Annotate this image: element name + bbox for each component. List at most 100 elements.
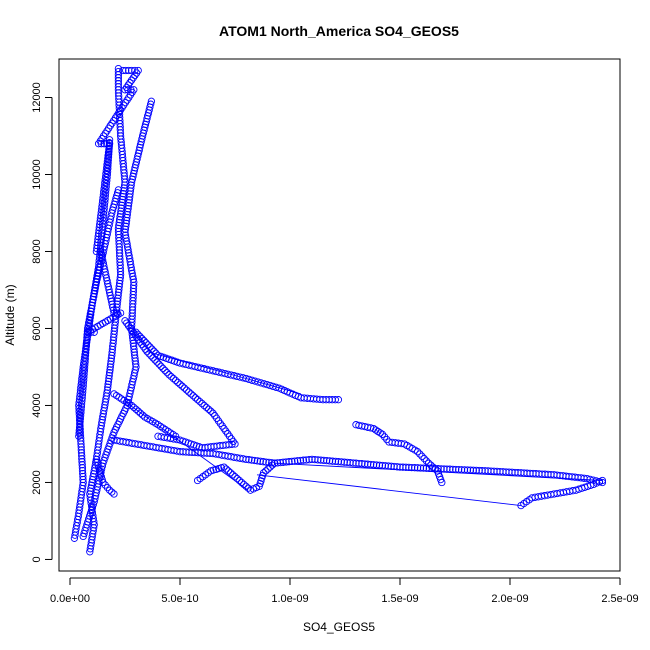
data-point: [264, 465, 272, 473]
data-point: [134, 407, 142, 415]
data-point: [131, 366, 139, 374]
data-point: [390, 462, 398, 471]
connector-line: [256, 474, 522, 507]
data-point: [343, 458, 351, 467]
data-point: [99, 478, 107, 487]
data-point: [369, 461, 378, 469]
data-point: [98, 475, 106, 484]
data-point: [75, 432, 83, 440]
data-point: [204, 405, 213, 413]
data-point: [174, 378, 182, 387]
data-point: [469, 466, 477, 474]
data-point: [127, 401, 136, 410]
data-point: [466, 466, 475, 474]
data-point: [115, 221, 123, 230]
data-point: [163, 368, 171, 377]
data-point: [121, 317, 129, 325]
data-point: [165, 371, 173, 379]
data-point: [138, 411, 147, 419]
data-point: [440, 465, 448, 473]
data-point: [106, 366, 114, 374]
data-point: [196, 397, 204, 406]
data-point: [189, 392, 197, 400]
data-point: [90, 328, 98, 336]
data-point: [77, 381, 85, 389]
y-tick-label: 12000: [31, 82, 43, 113]
data-point: [376, 429, 384, 437]
data-point: [167, 372, 175, 381]
data-point: [78, 397, 86, 405]
data-point: [157, 362, 165, 370]
data-point: [328, 457, 337, 465]
y-tick-label: 10000: [31, 159, 43, 190]
data-point: [126, 324, 134, 332]
data-point: [291, 457, 299, 465]
data-point: [104, 162, 112, 170]
data-point: [119, 66, 127, 75]
data-point: [147, 97, 156, 105]
data-point: [86, 310, 94, 318]
data-point: [253, 457, 262, 465]
data-point: [424, 459, 433, 467]
data-point: [114, 67, 123, 76]
data-point: [416, 450, 424, 458]
data-point: [127, 76, 136, 84]
data-point: [110, 490, 118, 498]
data-point: [129, 342, 138, 350]
data-point: [402, 463, 410, 471]
data-point: [91, 287, 99, 295]
data-point: [77, 437, 85, 445]
data-point: [131, 71, 139, 80]
data-point: [104, 159, 112, 167]
data-point: [431, 464, 439, 473]
data-point: [293, 457, 302, 465]
data-point: [380, 433, 389, 441]
data-point: [178, 382, 186, 390]
data-point: [242, 482, 250, 490]
data-point: [334, 396, 343, 404]
y-tick-label: 8000: [31, 239, 43, 263]
data-point: [76, 412, 85, 420]
data-point: [107, 360, 115, 368]
data-point: [268, 461, 277, 469]
data-point: [207, 407, 215, 415]
data-point: [116, 213, 124, 221]
data-point: [77, 409, 85, 417]
data-point: [88, 301, 96, 310]
data-point: [104, 377, 113, 386]
data-point: [266, 463, 274, 471]
data-point: [193, 396, 202, 404]
data-point: [446, 465, 454, 473]
data-point: [302, 456, 310, 464]
data-point: [76, 431, 85, 439]
x-tick-label: 2.5e-09: [601, 593, 638, 605]
data-point: [107, 357, 115, 365]
data-point: [209, 466, 218, 474]
data-point: [97, 140, 105, 148]
data-point: [85, 316, 93, 324]
data-point: [121, 231, 130, 239]
data-point: [101, 481, 109, 489]
data-point: [78, 391, 87, 399]
data-point: [122, 66, 130, 75]
data-point: [124, 249, 133, 257]
data-point: [416, 464, 425, 472]
data-point: [142, 339, 150, 347]
data-point: [434, 465, 442, 473]
data-point: [171, 376, 180, 385]
data-point: [130, 169, 138, 178]
data-point: [413, 464, 422, 472]
data-point: [449, 465, 457, 474]
data-point: [136, 332, 144, 341]
data-point: [428, 464, 436, 473]
data-point: [235, 476, 244, 485]
data-point: [128, 269, 136, 278]
data-point: [77, 403, 86, 411]
data-point: [126, 78, 134, 87]
data-point: [135, 146, 143, 155]
data-point: [337, 458, 345, 466]
data-point: [443, 465, 451, 473]
data-point: [79, 388, 87, 396]
data-point: [244, 484, 252, 492]
